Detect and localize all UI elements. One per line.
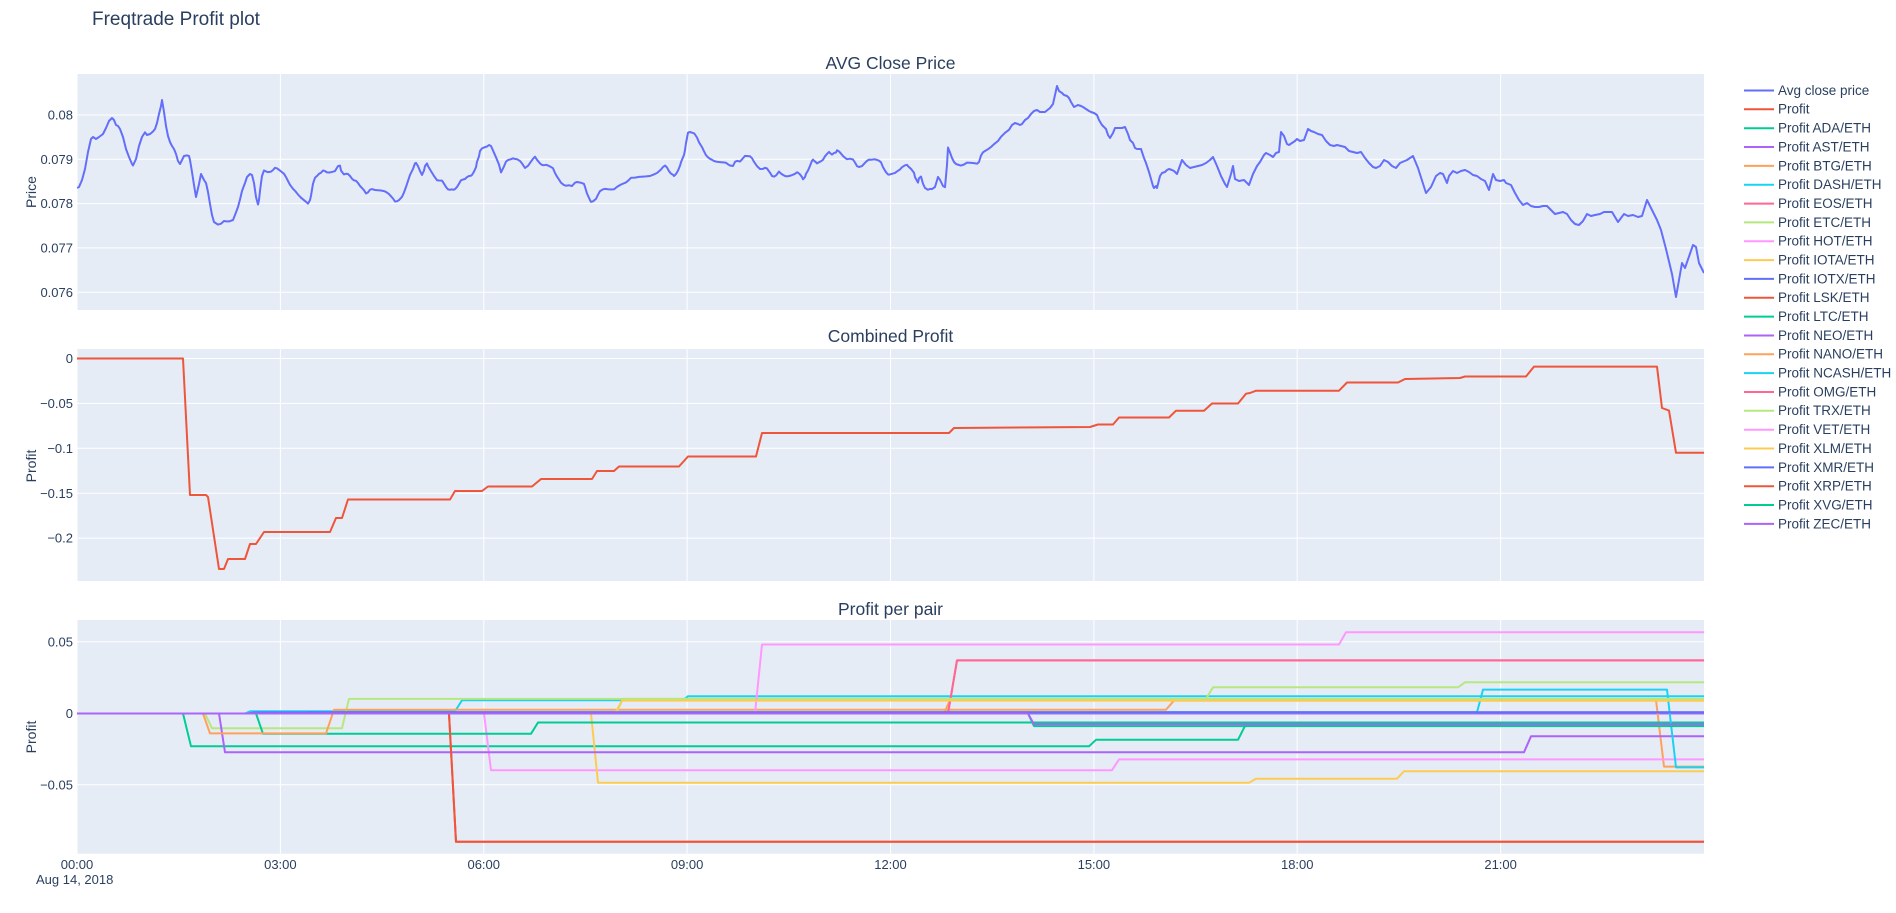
svg-text:00:00: 00:00 xyxy=(61,857,94,872)
svg-text:Profit AST/ETH: Profit AST/ETH xyxy=(1778,139,1870,154)
svg-text:0.08: 0.08 xyxy=(48,108,73,123)
svg-text:0.077: 0.077 xyxy=(40,241,73,256)
svg-text:Profit IOTA/ETH: Profit IOTA/ETH xyxy=(1778,252,1875,267)
svg-text:Aug 14, 2018: Aug 14, 2018 xyxy=(36,872,113,887)
svg-text:Profit NANO/ETH: Profit NANO/ETH xyxy=(1778,347,1883,362)
svg-text:Profit NCASH/ETH: Profit NCASH/ETH xyxy=(1778,366,1891,381)
svg-text:Profit OMG/ETH: Profit OMG/ETH xyxy=(1778,384,1876,399)
svg-text:−0.15: −0.15 xyxy=(40,486,73,501)
svg-text:12:00: 12:00 xyxy=(874,857,907,872)
svg-text:03:00: 03:00 xyxy=(264,857,297,872)
svg-text:Profit TRX/ETH: Profit TRX/ETH xyxy=(1778,403,1871,418)
svg-text:Profit: Profit xyxy=(1778,102,1810,117)
svg-text:21:00: 21:00 xyxy=(1484,857,1517,872)
svg-text:18:00: 18:00 xyxy=(1281,857,1314,872)
svg-text:15:00: 15:00 xyxy=(1078,857,1111,872)
svg-text:Profit XRP/ETH: Profit XRP/ETH xyxy=(1778,479,1872,494)
svg-text:0.05: 0.05 xyxy=(48,634,73,649)
svg-text:Profit HOT/ETH: Profit HOT/ETH xyxy=(1778,234,1873,249)
svg-text:Freqtrade Profit plot: Freqtrade Profit plot xyxy=(92,9,261,30)
svg-text:Profit ADA/ETH: Profit ADA/ETH xyxy=(1778,121,1871,136)
svg-text:Profit LSK/ETH: Profit LSK/ETH xyxy=(1778,290,1870,305)
svg-text:Combined Profit: Combined Profit xyxy=(828,326,954,346)
svg-text:0.076: 0.076 xyxy=(40,285,73,300)
svg-text:Profit VET/ETH: Profit VET/ETH xyxy=(1778,422,1870,437)
svg-text:Profit LTC/ETH: Profit LTC/ETH xyxy=(1778,309,1869,324)
svg-text:0.079: 0.079 xyxy=(40,152,73,167)
svg-text:Profit per pair: Profit per pair xyxy=(838,599,943,619)
svg-text:−0.2: −0.2 xyxy=(47,531,73,546)
svg-text:Profit IOTX/ETH: Profit IOTX/ETH xyxy=(1778,271,1876,286)
svg-text:Avg close price: Avg close price xyxy=(1778,83,1869,98)
svg-text:0: 0 xyxy=(66,351,73,366)
svg-text:Profit BTG/ETH: Profit BTG/ETH xyxy=(1778,158,1872,173)
svg-text:−0.05: −0.05 xyxy=(40,396,73,411)
svg-text:Profit ZEC/ETH: Profit ZEC/ETH xyxy=(1778,516,1871,531)
svg-text:0.078: 0.078 xyxy=(40,196,73,211)
svg-text:Price: Price xyxy=(23,176,39,208)
svg-text:Profit: Profit xyxy=(23,721,39,754)
svg-text:Profit XVG/ETH: Profit XVG/ETH xyxy=(1778,497,1873,512)
svg-text:Profit: Profit xyxy=(23,450,39,483)
svg-text:Profit XMR/ETH: Profit XMR/ETH xyxy=(1778,460,1874,475)
svg-text:Profit ETC/ETH: Profit ETC/ETH xyxy=(1778,215,1871,230)
svg-text:Profit NEO/ETH: Profit NEO/ETH xyxy=(1778,328,1873,343)
svg-text:Profit DASH/ETH: Profit DASH/ETH xyxy=(1778,177,1882,192)
svg-text:06:00: 06:00 xyxy=(467,857,500,872)
svg-text:−0.1: −0.1 xyxy=(47,441,73,456)
svg-text:Profit XLM/ETH: Profit XLM/ETH xyxy=(1778,441,1872,456)
svg-text:09:00: 09:00 xyxy=(671,857,704,872)
svg-text:0: 0 xyxy=(66,706,73,721)
svg-text:AVG Close Price: AVG Close Price xyxy=(826,53,956,73)
svg-text:Profit EOS/ETH: Profit EOS/ETH xyxy=(1778,196,1873,211)
svg-text:−0.05: −0.05 xyxy=(40,777,73,792)
